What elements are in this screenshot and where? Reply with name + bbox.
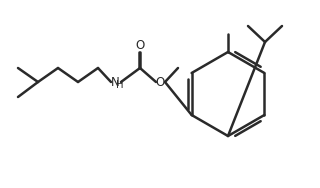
Text: N: N xyxy=(111,76,119,89)
Text: O: O xyxy=(156,76,164,89)
Text: H: H xyxy=(116,80,124,90)
Text: O: O xyxy=(135,39,145,52)
